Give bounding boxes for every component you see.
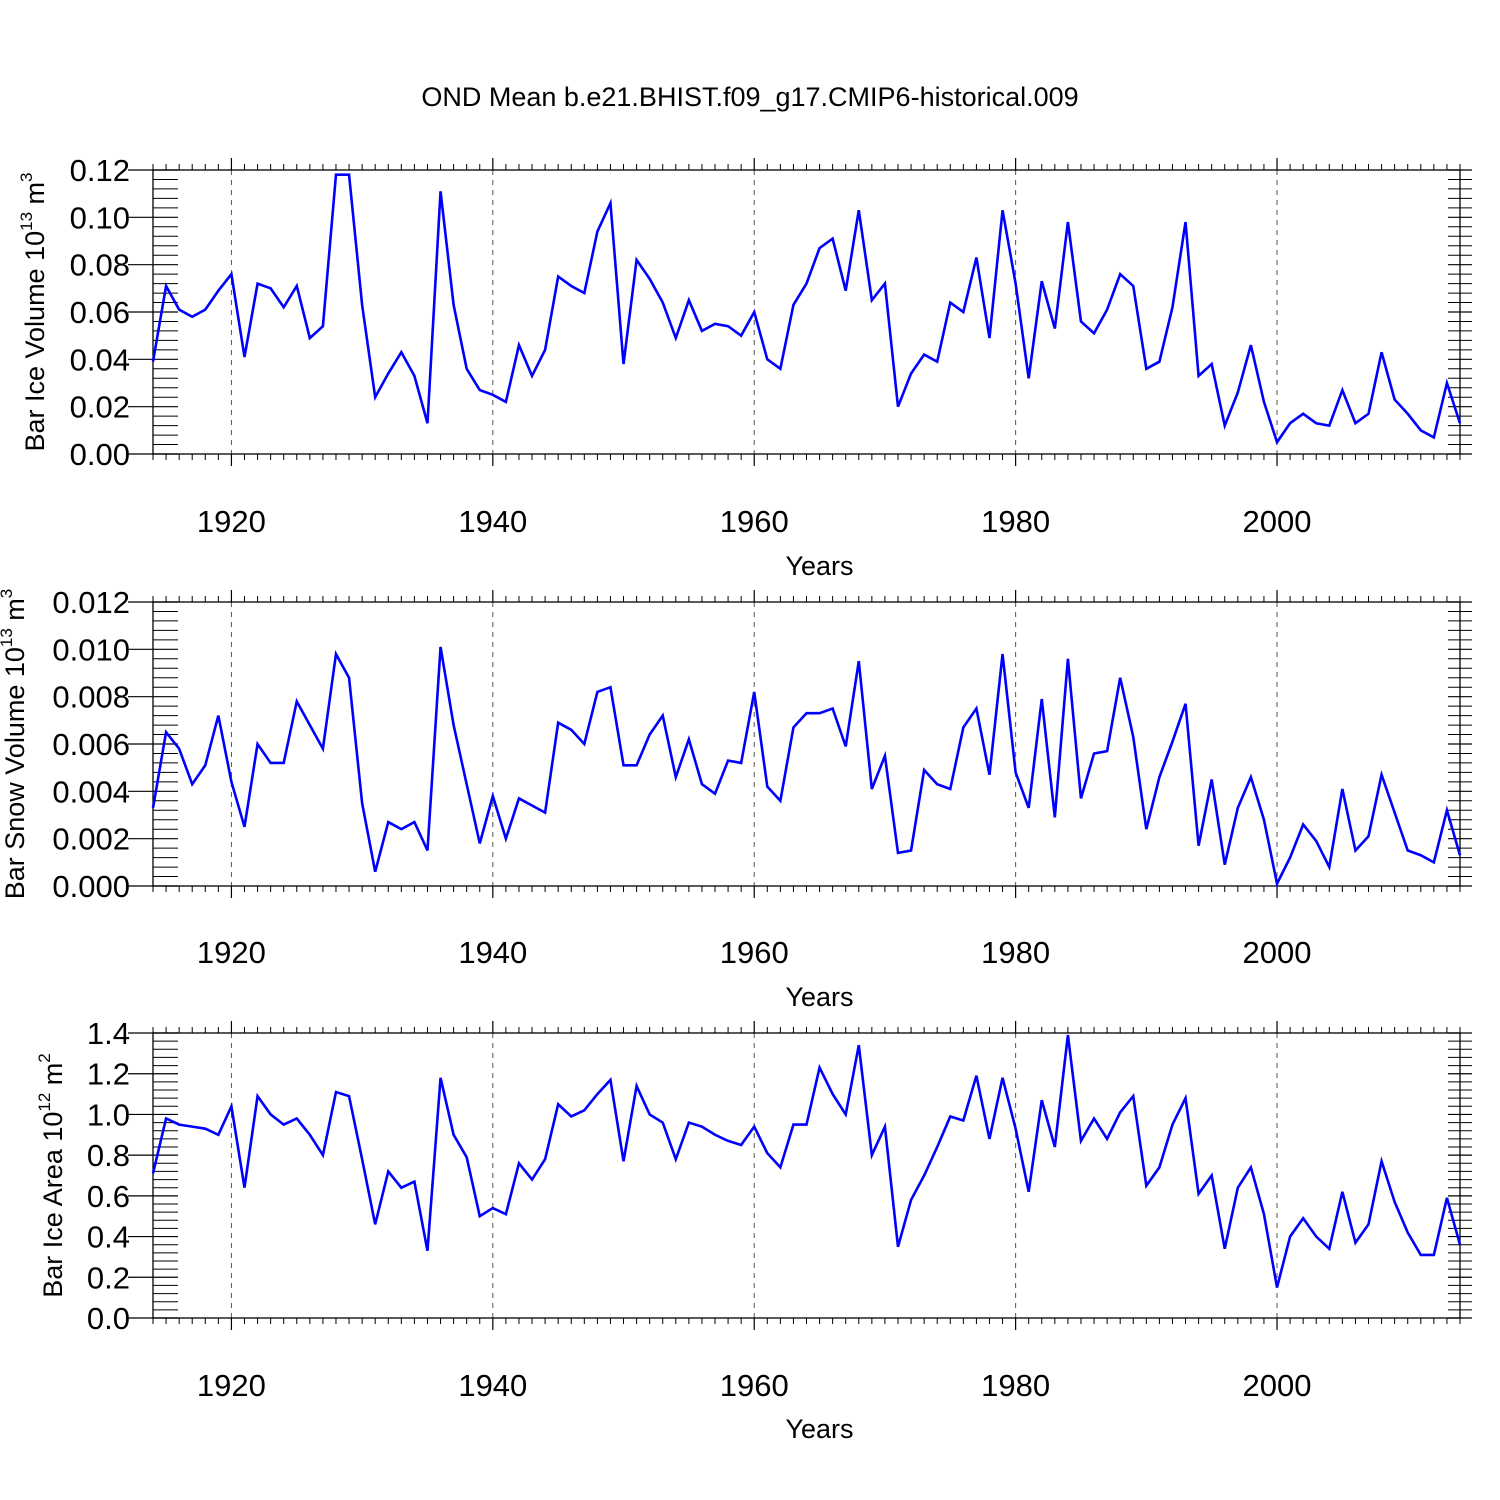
- plot-frame: [152, 1032, 1461, 1319]
- y-axis-title: Bar Snow Volume 1013 m3: [0, 589, 30, 900]
- y-tick-label: 1.0: [87, 1097, 130, 1132]
- y-tick-label: 0.2: [87, 1260, 130, 1295]
- x-tick-label: 1940: [458, 935, 527, 970]
- y-axis-title: Bar Ice Area 1012 m2: [35, 1053, 68, 1298]
- y-tick-label: 0.4: [87, 1220, 130, 1255]
- x-axis-title: Years: [785, 982, 853, 1012]
- x-tick-label: 2000: [1243, 935, 1312, 970]
- panel-ice-volume: 0.00 0.02 0.04 0.06 0.08 0.10 0.12 1920 1940 1960…: [17, 153, 1472, 581]
- x-tick-label: 1960: [720, 504, 789, 539]
- x-tick-label: 1980: [981, 504, 1050, 539]
- x-tick-label: 1920: [197, 935, 266, 970]
- x-tick-label: 1980: [981, 1368, 1050, 1403]
- y-tick-label: 0.10: [70, 200, 130, 235]
- x-tick-label: 2000: [1243, 1368, 1312, 1403]
- figure-title: OND Mean b.e21.BHIST.f09_g17.CMIP6-histo…: [421, 82, 1078, 112]
- y-tick-label: 0.010: [52, 632, 130, 667]
- x-tick-label: 1920: [197, 1368, 266, 1403]
- y-tick-label: 0.012: [52, 585, 130, 620]
- x-tick-label: 1940: [458, 504, 527, 539]
- y-tick-label: 0.8: [87, 1138, 130, 1173]
- y-tick-label: 1.4: [87, 1016, 130, 1051]
- y-tick-label: 0.004: [52, 774, 130, 809]
- y-tick-label: 0.002: [52, 822, 130, 857]
- y-tick-label: 0.12: [70, 153, 130, 188]
- y-tick-label: 0.008: [52, 680, 130, 715]
- x-tick-label: 2000: [1243, 504, 1312, 539]
- x-tick-label: 1960: [720, 1368, 789, 1403]
- series-line: [151, 173, 1462, 446]
- x-axis-title: Years: [785, 1414, 853, 1444]
- y-tick-label: 0.6: [87, 1179, 130, 1214]
- x-tick-label: 1940: [458, 1368, 527, 1403]
- y-tick-label: 0.000: [52, 869, 130, 904]
- y-tick-label: 0.006: [52, 727, 130, 762]
- x-tick-label: 1920: [197, 504, 266, 539]
- series-line: [151, 1034, 1462, 1288]
- y-tick-label: 0.06: [70, 295, 130, 330]
- y-tick-label: 0.08: [70, 248, 130, 283]
- panel-snow-volume: 0.000 0.002 0.004 0.006 0.008 0.010 0.012 1920 1…: [0, 585, 1472, 1012]
- x-tick-label: 1980: [981, 935, 1050, 970]
- y-tick-label: 0.04: [70, 342, 130, 377]
- y-tick-label: 0.02: [70, 390, 130, 425]
- y-axis-title: Bar Ice Volume 1013 m3: [17, 172, 50, 451]
- panel-ice-area: 0.0 0.2 0.4 0.6 0.8 1.0 1.2 1.4 1920 1940 1960 1980…: [35, 1016, 1472, 1444]
- x-tick-label: 1960: [720, 935, 789, 970]
- plot-frame: [152, 601, 1461, 887]
- plot-frame: [152, 169, 1461, 455]
- x-axis-title: Years: [785, 551, 853, 581]
- y-tick-label: 0.0: [87, 1301, 130, 1336]
- y-tick-label: 0.00: [70, 437, 130, 472]
- y-tick-label: 1.2: [87, 1057, 130, 1092]
- series-line: [151, 646, 1462, 888]
